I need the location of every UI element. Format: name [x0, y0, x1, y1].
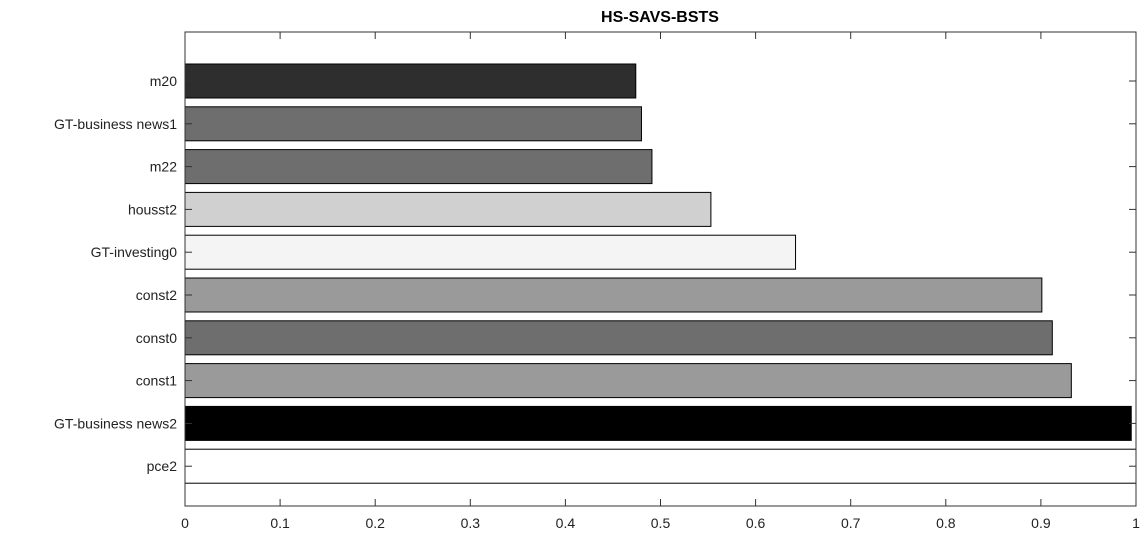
- category-label: const2: [136, 287, 177, 303]
- bar-9: [184, 405, 1132, 441]
- category-label: const1: [136, 373, 177, 389]
- bar-4: [184, 191, 712, 227]
- x-tick-label: 1: [1132, 515, 1140, 531]
- x-tick-label: 0.3: [461, 515, 481, 531]
- category-label: pce2: [147, 458, 178, 474]
- category-label: const0: [136, 330, 177, 346]
- bar-2: [184, 106, 642, 142]
- x-tick-label: 0.4: [556, 515, 576, 531]
- category-label: GT-business news2: [54, 415, 177, 431]
- x-tick-label: 0.7: [841, 515, 861, 531]
- category-label: GT-investing0: [91, 244, 178, 260]
- x-tick-label: 0.1: [270, 515, 290, 531]
- category-label: housst2: [128, 201, 177, 217]
- x-tick-label: 0.2: [365, 515, 385, 531]
- x-tick-label: 0.9: [1031, 515, 1051, 531]
- x-tick-label: 0.6: [746, 515, 766, 531]
- bar-1: [184, 63, 637, 99]
- bars-group: [184, 63, 1137, 484]
- x-tick-label: 0.5: [651, 515, 671, 531]
- x-tick-label: 0: [181, 515, 189, 531]
- bar-5: [184, 234, 797, 270]
- category-label: m20: [150, 73, 177, 89]
- bar-7: [184, 320, 1053, 356]
- x-tick-label: 0.8: [936, 515, 956, 531]
- bar-6: [184, 277, 1043, 313]
- chart-title: HS-SAVS-BSTS: [601, 9, 719, 26]
- bar-3: [184, 149, 653, 185]
- bar-8: [184, 363, 1072, 399]
- category-label: m22: [150, 159, 177, 175]
- bar-10: [184, 448, 1137, 484]
- category-label: GT-business news1: [54, 116, 177, 132]
